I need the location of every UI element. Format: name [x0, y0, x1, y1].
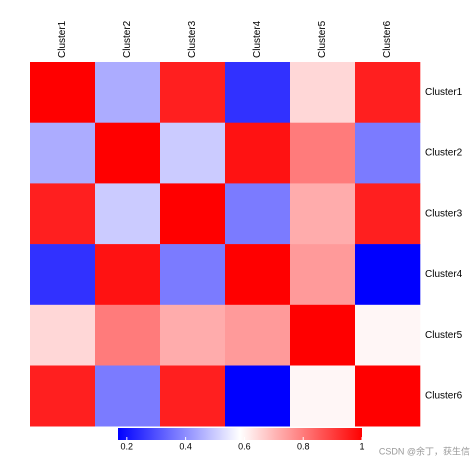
x-tick-label: Cluster5: [317, 20, 328, 58]
cell: [290, 244, 356, 306]
colorbar-tick-label: 1: [359, 441, 364, 451]
x-tick-label: Cluster4: [252, 20, 263, 58]
cell: [290, 122, 356, 184]
colorbar-tick-label: 0.8: [297, 441, 310, 451]
cell: [290, 62, 356, 123]
y-tick-label: Cluster3: [425, 208, 463, 219]
cell: [355, 122, 421, 184]
cell: [160, 122, 226, 184]
colorbar-tick-label: 0.2: [121, 441, 134, 451]
cell: [355, 62, 421, 123]
x-tick-label: Cluster2: [122, 20, 133, 58]
cell: [95, 365, 161, 427]
cell: [290, 183, 356, 245]
cell: [225, 304, 291, 366]
cell: [30, 244, 96, 306]
x-tick-label: Cluster3: [187, 20, 198, 58]
x-tick-label: Cluster6: [382, 20, 393, 58]
y-tick-label: Cluster4: [425, 269, 463, 280]
cell: [95, 122, 161, 184]
cell: [95, 304, 161, 366]
colorbar-tick-label: 0.6: [238, 441, 251, 451]
cell: [225, 365, 291, 427]
cell: [355, 183, 421, 245]
cell: [225, 244, 291, 306]
cell: [95, 183, 161, 245]
cell: [355, 365, 421, 427]
cell: [290, 365, 356, 427]
cell: [95, 244, 161, 306]
colorbar: [118, 428, 362, 440]
cell: [30, 62, 96, 123]
cell: [290, 304, 356, 366]
cell: [95, 62, 161, 123]
cell: [355, 304, 421, 366]
cell: [160, 244, 226, 306]
cell: [225, 183, 291, 245]
y-tick-label: Cluster2: [425, 148, 463, 159]
watermark: CSDN @余丁，获生信: [379, 445, 470, 456]
cell: [30, 365, 96, 427]
cell: [355, 244, 421, 306]
cell: [225, 122, 291, 184]
cell: [160, 365, 226, 427]
cell: [160, 183, 226, 245]
y-tick-label: Cluster1: [425, 87, 463, 98]
cell: [30, 304, 96, 366]
colorbar-tick-label: 0.4: [179, 441, 192, 451]
cell: [30, 122, 96, 184]
y-tick-label: Cluster6: [425, 390, 463, 401]
x-tick-label: Cluster1: [57, 20, 68, 58]
cell: [160, 304, 226, 366]
cell: [225, 62, 291, 123]
cell: [160, 62, 226, 123]
cell: [30, 183, 96, 245]
y-tick-label: Cluster5: [425, 330, 463, 341]
